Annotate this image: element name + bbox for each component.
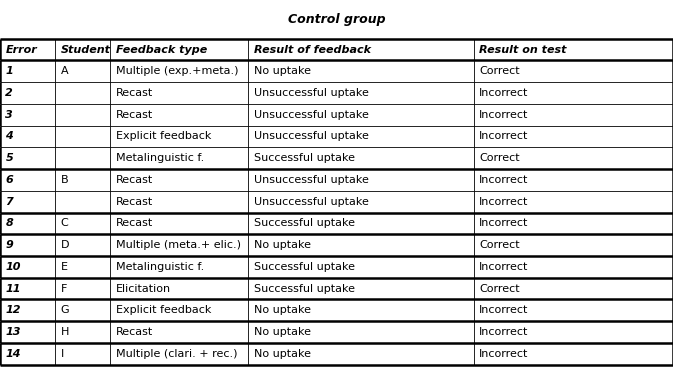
Text: C: C (61, 218, 69, 228)
Text: F: F (61, 283, 67, 294)
Text: Incorrect: Incorrect (479, 88, 528, 98)
Text: No uptake: No uptake (254, 327, 311, 337)
Text: Successful uptake: Successful uptake (254, 218, 355, 228)
Text: I: I (61, 349, 64, 359)
Text: No uptake: No uptake (254, 240, 311, 250)
Text: Incorrect: Incorrect (479, 197, 528, 207)
Text: Result of feedback: Result of feedback (254, 45, 371, 55)
Text: Result on test: Result on test (479, 45, 567, 55)
Text: Elicitation: Elicitation (116, 283, 171, 294)
Text: Recast: Recast (116, 175, 153, 185)
Text: Multiple (meta.+ elic.): Multiple (meta.+ elic.) (116, 240, 241, 250)
Text: H: H (61, 327, 69, 337)
Text: Correct: Correct (479, 153, 520, 163)
Text: Multiple (clari. + rec.): Multiple (clari. + rec.) (116, 349, 238, 359)
Text: Control group: Control group (287, 13, 386, 26)
Text: Incorrect: Incorrect (479, 262, 528, 272)
Text: Successful uptake: Successful uptake (254, 283, 355, 294)
Text: 12: 12 (5, 305, 21, 315)
Text: Incorrect: Incorrect (479, 305, 528, 315)
Text: G: G (61, 305, 69, 315)
Text: Unsuccessful uptake: Unsuccessful uptake (254, 175, 369, 185)
Text: Unsuccessful uptake: Unsuccessful uptake (254, 88, 369, 98)
Text: 9: 9 (5, 240, 13, 250)
Text: 7: 7 (5, 197, 13, 207)
Text: 5: 5 (5, 153, 13, 163)
Text: Recast: Recast (116, 327, 153, 337)
Text: 2: 2 (5, 88, 13, 98)
Text: Unsuccessful uptake: Unsuccessful uptake (254, 131, 369, 141)
Text: Correct: Correct (479, 240, 520, 250)
Text: Explicit feedback: Explicit feedback (116, 131, 211, 141)
Text: Incorrect: Incorrect (479, 110, 528, 120)
Text: 3: 3 (5, 110, 13, 120)
Text: No uptake: No uptake (254, 305, 311, 315)
Text: 6: 6 (5, 175, 13, 185)
Text: B: B (61, 175, 68, 185)
Text: Correct: Correct (479, 283, 520, 294)
Text: Correct: Correct (479, 66, 520, 76)
Text: Successful uptake: Successful uptake (254, 262, 355, 272)
Text: Metalinguistic f.: Metalinguistic f. (116, 262, 204, 272)
Text: 13: 13 (5, 327, 21, 337)
Text: Unsuccessful uptake: Unsuccessful uptake (254, 197, 369, 207)
Text: A: A (61, 66, 68, 76)
Text: No uptake: No uptake (254, 66, 311, 76)
Text: Incorrect: Incorrect (479, 175, 528, 185)
Text: 4: 4 (5, 131, 13, 141)
Text: Multiple (exp.+meta.): Multiple (exp.+meta.) (116, 66, 238, 76)
Text: Unsuccessful uptake: Unsuccessful uptake (254, 110, 369, 120)
Text: E: E (61, 262, 67, 272)
Text: Incorrect: Incorrect (479, 131, 528, 141)
Text: Recast: Recast (116, 197, 153, 207)
Text: Recast: Recast (116, 218, 153, 228)
Text: 1: 1 (5, 66, 13, 76)
Text: Recast: Recast (116, 110, 153, 120)
Text: Incorrect: Incorrect (479, 218, 528, 228)
Text: Metalinguistic f.: Metalinguistic f. (116, 153, 204, 163)
Text: D: D (61, 240, 69, 250)
Text: Incorrect: Incorrect (479, 327, 528, 337)
Text: 14: 14 (5, 349, 21, 359)
Text: Incorrect: Incorrect (479, 349, 528, 359)
Text: Student: Student (61, 45, 110, 55)
Text: Explicit feedback: Explicit feedback (116, 305, 211, 315)
Text: 8: 8 (5, 218, 13, 228)
Text: Feedback type: Feedback type (116, 45, 207, 55)
Text: Successful uptake: Successful uptake (254, 153, 355, 163)
Text: No uptake: No uptake (254, 349, 311, 359)
Text: Recast: Recast (116, 88, 153, 98)
Text: 11: 11 (5, 283, 21, 294)
Text: Error: Error (5, 45, 37, 55)
Text: 10: 10 (5, 262, 21, 272)
